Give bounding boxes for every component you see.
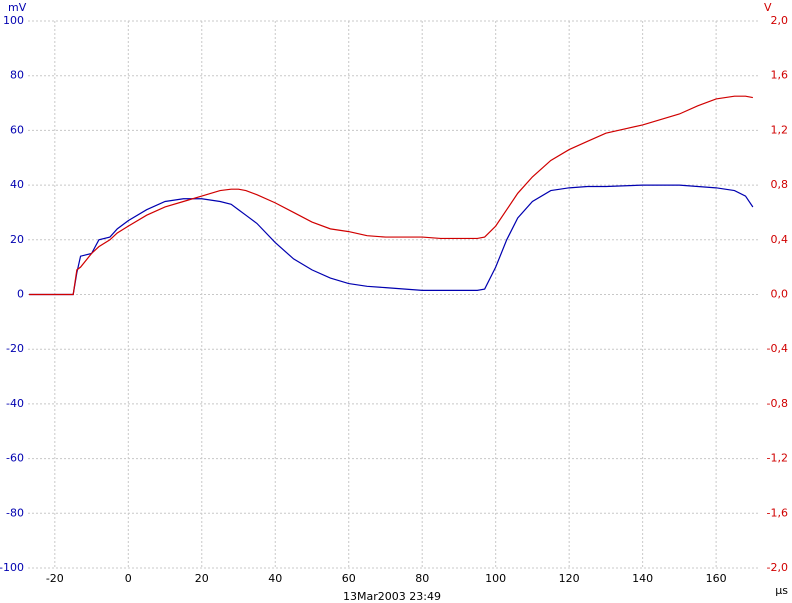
y-tick-label: 40 — [10, 178, 24, 191]
y-tick-label: 100 — [3, 14, 24, 27]
y-tick-label: 60 — [10, 123, 24, 136]
x-tick-label: 160 — [706, 572, 727, 585]
y-tick-label: -20 — [6, 342, 24, 355]
y-tick-label: -40 — [6, 397, 24, 410]
y2-tick-label: -0,8 — [767, 397, 788, 410]
x-tick-label: 20 — [195, 572, 209, 585]
y2-tick-label: 1,6 — [771, 69, 789, 82]
x-tick-label: 140 — [632, 572, 653, 585]
y-tick-label: -100 — [0, 561, 24, 574]
y-tick-label: -60 — [6, 452, 24, 465]
series-line — [29, 95, 753, 296]
y-unit: mV — [8, 1, 27, 14]
y2-tick-label: -1,2 — [767, 452, 788, 465]
y2-tick-label: -0,4 — [767, 342, 788, 355]
x-tick-label: 60 — [342, 572, 356, 585]
x-tick-label: 0 — [125, 572, 132, 585]
y2-unit: V — [764, 1, 772, 14]
y-tick-label: 20 — [10, 233, 24, 246]
y2-tick-label: 0,8 — [771, 178, 789, 191]
y2-tick-label: 0,0 — [771, 288, 789, 301]
series-line — [29, 184, 754, 296]
x-tick-label: 80 — [415, 572, 429, 585]
y2-tick-label: 0,4 — [771, 233, 789, 246]
timestamp: 13Mar2003 23:49 — [343, 590, 441, 603]
y2-tick-label: -2,0 — [767, 561, 788, 574]
y2-tick-label: -1,6 — [767, 506, 788, 519]
y-tick-label: -80 — [6, 506, 24, 519]
y-tick-label: 0 — [17, 288, 24, 301]
y-tick-label: 80 — [10, 69, 24, 82]
x-tick-label: 40 — [268, 572, 282, 585]
x-unit: µs — [775, 584, 788, 597]
x-tick-label: 120 — [559, 572, 580, 585]
y2-tick-label: 2,0 — [771, 14, 789, 27]
y2-tick-label: 1,2 — [771, 123, 789, 136]
x-tick-label: -20 — [46, 572, 64, 585]
x-tick-label: 100 — [485, 572, 506, 585]
